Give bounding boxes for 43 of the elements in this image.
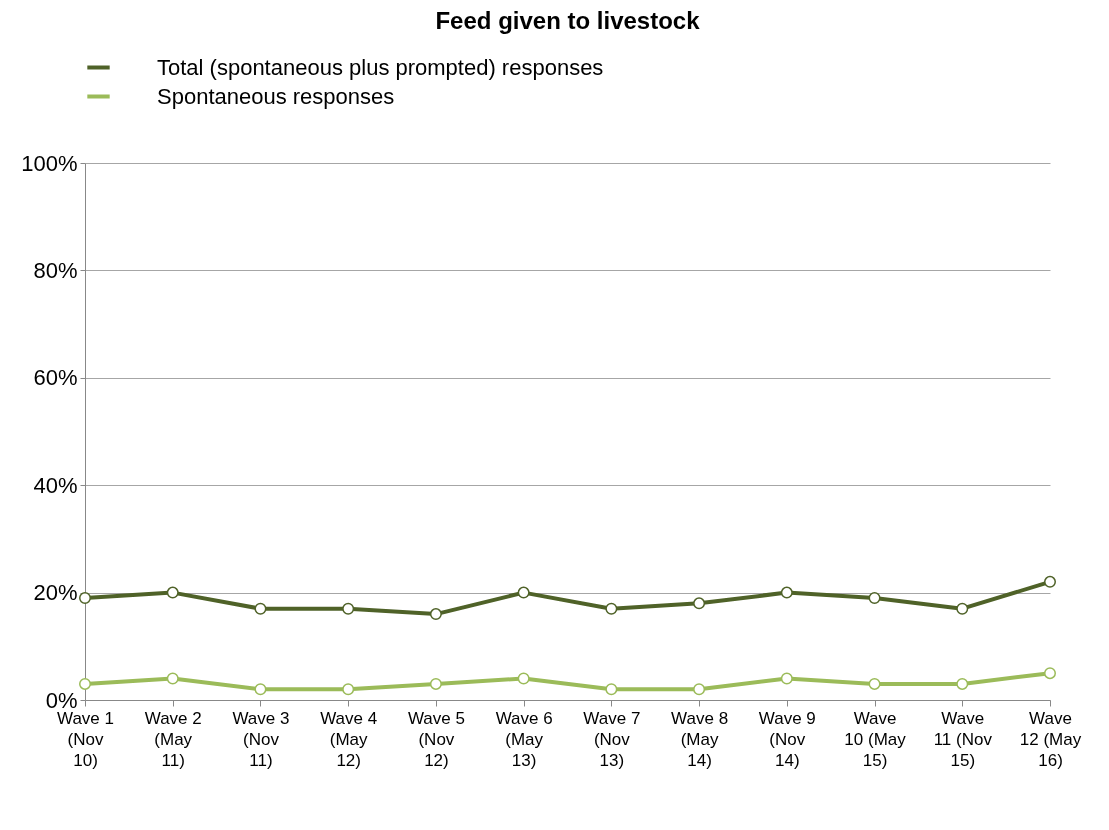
x-tick-label: Wave 8 (May 14) — [671, 708, 729, 770]
point — [166, 672, 179, 685]
point — [254, 602, 267, 615]
point — [254, 683, 267, 696]
x-tick-label: Wave 7 (Nov 13) — [583, 708, 641, 770]
chart-title: Feed given to livestock — [435, 7, 701, 34]
x-tick-label: Wave 6 (May 13) — [495, 708, 553, 770]
point — [517, 586, 530, 599]
point — [1044, 575, 1056, 588]
y-tick-label: 40% — [33, 472, 78, 498]
x-tick-label: Wave 3 (Nov 11) — [232, 708, 290, 770]
point — [517, 672, 530, 685]
point — [342, 602, 355, 615]
y-tick-label: 60% — [33, 365, 78, 391]
x-tick-label: Wave 4 (May 12) — [320, 708, 378, 770]
point — [79, 591, 91, 604]
point — [429, 608, 442, 621]
x-tick-label: Wave 11 (Nov 15) — [933, 708, 993, 770]
y-tick-label: 100% — [21, 150, 78, 176]
point — [780, 586, 793, 599]
point — [605, 683, 618, 696]
x-tick-label: Wave 9 (Nov 14) — [758, 708, 816, 770]
y-tick-label: 20% — [33, 580, 78, 606]
point — [868, 591, 881, 604]
legend-label: Spontaneous responses — [157, 83, 395, 109]
y-tick-label: 80% — [33, 257, 78, 283]
point — [693, 597, 706, 610]
point — [956, 602, 969, 615]
point — [166, 586, 179, 599]
legend-label: Total (spontaneous plus prompted) responses — [157, 54, 604, 80]
point — [956, 677, 969, 690]
x-tick-label: Wave 2 (May 11) — [144, 708, 202, 770]
x-tick-label: Wave 5 (Nov 12) — [407, 708, 465, 770]
x-tick-label: Wave 12 (May 16) — [1019, 708, 1082, 770]
point — [868, 677, 881, 690]
point — [79, 677, 91, 690]
point — [780, 672, 793, 685]
point — [342, 683, 355, 696]
point — [429, 677, 442, 690]
point — [1044, 667, 1056, 680]
point — [693, 683, 706, 696]
x-tick-label: Wave 10 (May 15) — [844, 708, 907, 770]
point — [605, 602, 618, 615]
